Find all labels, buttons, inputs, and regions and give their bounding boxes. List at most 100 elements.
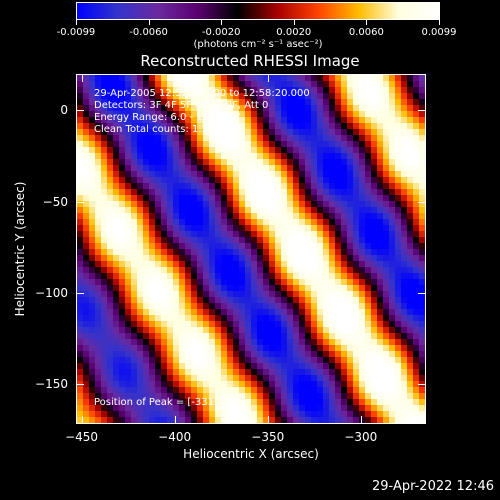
heatmap-cell — [215, 117, 222, 124]
heatmap-cell — [347, 285, 354, 292]
heatmap-cell — [149, 339, 156, 346]
heatmap-cell — [143, 375, 150, 382]
heatmap-cell — [149, 267, 156, 274]
heatmap-cell — [221, 309, 228, 316]
heatmap-cell — [401, 357, 408, 364]
heatmap-cell — [239, 141, 246, 148]
heatmap-cell — [95, 123, 102, 130]
heatmap-cell — [221, 363, 228, 370]
heatmap-cell — [335, 345, 342, 352]
heatmap-cell — [269, 189, 276, 196]
heatmap-cell — [179, 351, 186, 358]
heatmap-cell — [215, 411, 222, 418]
heatmap-cell — [209, 165, 216, 172]
heatmap-cell — [227, 303, 234, 310]
heatmap-cell — [371, 405, 378, 412]
heatmap-cell — [113, 339, 120, 346]
heatmap-cell — [209, 189, 216, 196]
heatmap-cell — [89, 237, 96, 244]
heatmap-cell — [203, 399, 210, 406]
x-tick-mark-top — [81, 74, 83, 82]
heatmap-cell — [401, 129, 408, 136]
heatmap-cell — [197, 315, 204, 322]
heatmap-cell — [227, 87, 234, 94]
heatmap-cell — [251, 393, 258, 400]
heatmap-cell — [149, 351, 156, 358]
heatmap-cell — [119, 105, 126, 112]
heatmap-cell — [119, 333, 126, 340]
heatmap-cell — [215, 333, 222, 340]
heatmap-cell — [161, 219, 168, 226]
heatmap-cell — [95, 249, 102, 256]
heatmap-cell — [287, 165, 294, 172]
heatmap-cell — [341, 321, 348, 328]
heatmap-cell — [83, 411, 90, 418]
heatmap-cell — [83, 273, 90, 280]
heatmap-cell — [275, 165, 282, 172]
heatmap-cell — [299, 189, 306, 196]
heatmap-cell — [143, 171, 150, 178]
heatmap-cell — [323, 231, 330, 238]
heatmap-cell — [107, 183, 114, 190]
heatmap-cell — [197, 153, 204, 160]
heatmap-cell — [305, 129, 312, 136]
heatmap-cell — [287, 333, 294, 340]
heatmap-cell — [155, 213, 162, 220]
heatmap-cell — [371, 111, 378, 118]
heatmap-cell — [179, 195, 186, 202]
heatmap-cell — [371, 387, 378, 394]
heatmap-cell — [413, 345, 420, 352]
heatmap-cell — [251, 159, 258, 166]
heatmap-cell — [305, 111, 312, 118]
heatmap-cell — [389, 87, 396, 94]
heatmap-cell — [413, 339, 420, 346]
heatmap-cell — [77, 195, 84, 202]
heatmap-cell — [125, 117, 132, 124]
heatmap-cell — [305, 309, 312, 316]
heatmap-cell — [341, 183, 348, 190]
heatmap-cell — [143, 399, 150, 406]
heatmap-cell — [179, 93, 186, 100]
heatmap-cell — [335, 267, 342, 274]
heatmap-cell — [83, 405, 90, 412]
heatmap-cell — [161, 345, 168, 352]
heatmap-cell — [239, 111, 246, 118]
heatmap-cell — [413, 405, 420, 412]
heatmap-cell — [221, 393, 228, 400]
heatmap-cell — [287, 111, 294, 118]
heatmap-cell — [281, 351, 288, 358]
heatmap-cell — [341, 279, 348, 286]
heatmap-cell — [149, 393, 156, 400]
heatmap-cell — [299, 315, 306, 322]
heatmap-cell — [341, 339, 348, 346]
heatmap-cell — [233, 87, 240, 94]
heatmap-cell — [377, 171, 384, 178]
heatmap-cell — [179, 177, 186, 184]
heatmap-cell — [293, 153, 300, 160]
heatmap-cell — [215, 285, 222, 292]
heatmap-cell — [263, 201, 270, 208]
heatmap-cell — [311, 297, 318, 304]
heatmap-cell — [419, 195, 425, 202]
heatmap-cell — [89, 357, 96, 364]
heatmap-cell — [167, 195, 174, 202]
heatmap-cell — [89, 339, 96, 346]
heatmap-cell — [251, 333, 258, 340]
heatmap-cell — [89, 417, 96, 423]
heatmap-cell — [215, 393, 222, 400]
heatmap-cell — [191, 261, 198, 268]
heatmap-cell — [377, 231, 384, 238]
heatmap-cell — [407, 249, 414, 256]
heatmap-cell — [269, 201, 276, 208]
heatmap-cell — [227, 195, 234, 202]
heatmap-cell — [311, 153, 318, 160]
heatmap-cell — [401, 255, 408, 262]
heatmap-cell — [377, 405, 384, 412]
heatmap-cell — [239, 273, 246, 280]
heatmap-cell — [347, 411, 354, 418]
heatmap-cell — [401, 249, 408, 256]
heatmap-cell — [269, 357, 276, 364]
heatmap-cell — [89, 141, 96, 148]
heatmap-cell — [215, 405, 222, 412]
heatmap-cell — [299, 393, 306, 400]
